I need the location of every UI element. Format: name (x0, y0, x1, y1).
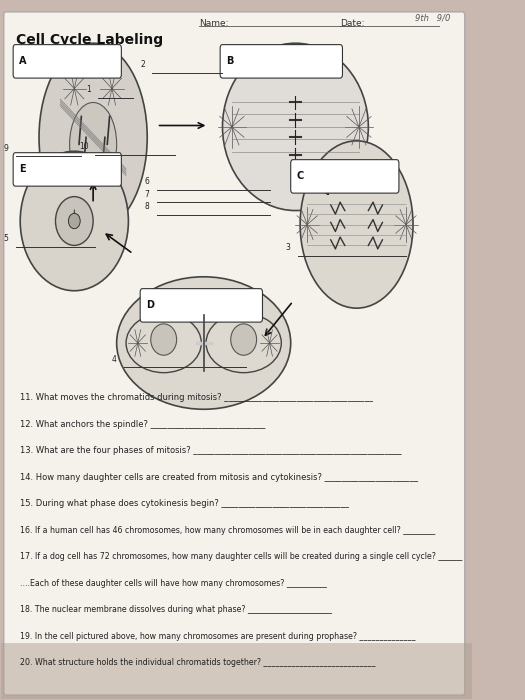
Text: ....Each of these daughter cells will have how many chromosomes? __________: ....Each of these daughter cells will ha… (20, 579, 327, 588)
Ellipse shape (151, 324, 176, 355)
Text: 14. How many daughter cells are created from mitosis and cytokinesis? __________: 14. How many daughter cells are created … (20, 473, 418, 482)
Text: 6: 6 (145, 177, 150, 186)
Text: Cell Cycle Labeling: Cell Cycle Labeling (16, 33, 163, 47)
Text: 8: 8 (145, 202, 150, 211)
Text: 11. What moves the chromatids during mitosis? __________________________________: 11. What moves the chromatids during mit… (20, 393, 373, 402)
Text: 15. During what phase does cytokinesis begin? ______________________________: 15. During what phase does cytokinesis b… (20, 499, 349, 508)
Ellipse shape (70, 102, 117, 186)
Ellipse shape (68, 214, 80, 229)
Text: 10: 10 (79, 142, 88, 151)
Text: Name:: Name: (199, 19, 228, 28)
FancyBboxPatch shape (291, 160, 399, 193)
Ellipse shape (230, 324, 257, 355)
FancyBboxPatch shape (220, 45, 342, 78)
Text: 19. In the cell pictured above, how many chromosomes are present during prophase: 19. In the cell pictured above, how many… (20, 631, 416, 640)
Ellipse shape (39, 43, 147, 232)
Text: A: A (19, 57, 27, 66)
Text: B: B (226, 57, 234, 66)
Text: 9th   9/0: 9th 9/0 (415, 13, 451, 22)
FancyBboxPatch shape (2, 643, 472, 699)
Ellipse shape (56, 197, 93, 246)
Ellipse shape (20, 151, 129, 290)
Text: 12. What anchors the spindle? ___________________________: 12. What anchors the spindle? __________… (20, 420, 266, 428)
Text: 4: 4 (112, 355, 117, 364)
Text: Date:: Date: (340, 19, 364, 28)
Ellipse shape (223, 43, 369, 211)
Text: 9: 9 (4, 144, 8, 153)
Text: 5: 5 (4, 234, 8, 244)
Text: 1: 1 (86, 85, 91, 94)
Text: D: D (146, 300, 154, 310)
Text: C: C (297, 172, 304, 181)
FancyBboxPatch shape (4, 12, 465, 695)
Text: 20. What structure holds the individual chromatids together? ___________________: 20. What structure holds the individual … (20, 658, 376, 667)
FancyBboxPatch shape (140, 288, 262, 322)
Text: 2: 2 (140, 60, 145, 69)
Ellipse shape (206, 314, 281, 372)
Ellipse shape (117, 276, 291, 410)
Text: 16. If a human cell has 46 chromosomes, how many chromosomes will be in each dau: 16. If a human cell has 46 chromosomes, … (20, 526, 435, 535)
Ellipse shape (300, 141, 413, 308)
Text: E: E (19, 164, 26, 174)
FancyBboxPatch shape (13, 45, 121, 78)
Text: 13. What are the four phases of mitosis? _______________________________________: 13. What are the four phases of mitosis?… (20, 446, 402, 455)
Text: 3: 3 (286, 244, 291, 253)
FancyBboxPatch shape (13, 153, 121, 186)
Text: 7: 7 (145, 190, 150, 199)
Ellipse shape (126, 314, 201, 372)
Text: 18. The nuclear membrane dissolves during what phase? _____________________: 18. The nuclear membrane dissolves durin… (20, 606, 332, 614)
Text: 17. If a dog cell has 72 chromosomes, how many daughter cells will be created du: 17. If a dog cell has 72 chromosomes, ho… (20, 552, 463, 561)
